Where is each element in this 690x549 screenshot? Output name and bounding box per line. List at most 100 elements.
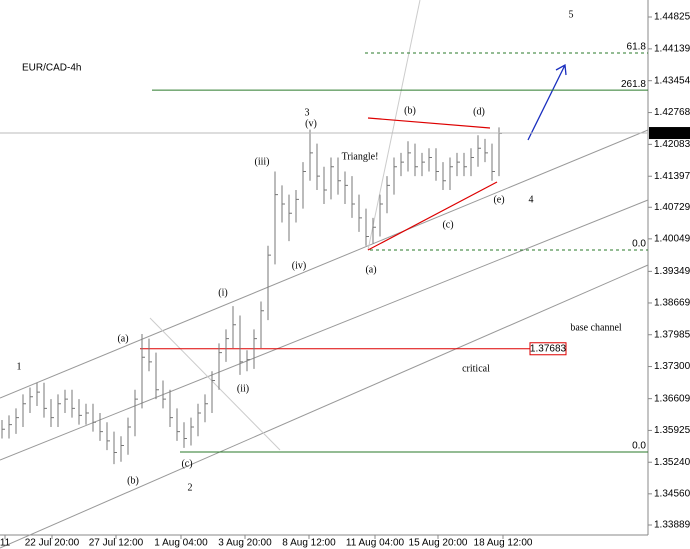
y-tick-label: 1.37985: [654, 329, 690, 340]
price-bar: [351, 176, 355, 218]
price-bar: [176, 408, 180, 441]
projection-arrow: [527, 63, 567, 141]
triangle-line: [367, 181, 498, 251]
wave-label: critical: [462, 363, 490, 374]
price-bar: [463, 152, 467, 177]
price-bar: [99, 413, 103, 441]
price-bar: [267, 245, 271, 321]
x-tick-label: 22 Jul 20:00: [25, 538, 80, 549]
critical-tag-label: 1.37683: [530, 343, 567, 354]
channels: [0, 0, 649, 549]
price-bar: [225, 329, 229, 362]
price-bar: [50, 399, 54, 427]
price-bar: [78, 399, 82, 425]
price-bar: [477, 135, 481, 167]
price-bar: [211, 371, 215, 414]
fib-label: 0.0: [632, 239, 646, 250]
wave-label: 1: [17, 361, 22, 372]
price-bar: [449, 157, 453, 191]
price-bar: [470, 148, 474, 177]
price-bar: [148, 338, 152, 372]
price-bar: [169, 389, 173, 427]
x-tick-label: 11: [0, 538, 11, 549]
price-bar: [435, 148, 439, 181]
wave-label: Triangle!: [342, 151, 379, 162]
wave-label: (b): [404, 105, 416, 116]
price-bar: [106, 422, 110, 451]
price-bar: [309, 129, 313, 181]
y-tick-label: 1.40049: [654, 233, 690, 244]
wave-label: (e): [493, 194, 504, 205]
price-bar: [162, 380, 166, 409]
y-tick-label: 1.36609: [654, 393, 690, 404]
price-bar: [302, 162, 306, 209]
y-tick-label: 1.42083: [654, 139, 690, 150]
price-bar: [120, 436, 124, 462]
price-bar: [218, 343, 222, 390]
price-bar: [372, 217, 376, 244]
price-bar: [365, 208, 369, 246]
price-bar: [239, 315, 243, 375]
price-bar: [134, 389, 138, 437]
price-bar: [330, 157, 334, 200]
fib-label: 261.8: [621, 79, 646, 90]
price-bar: [232, 306, 236, 348]
wave-label: (iii): [255, 156, 270, 167]
price-bar: [386, 176, 390, 214]
x-tick-label: 15 Aug 20:00: [409, 538, 468, 549]
fib-label: 0.0: [632, 441, 646, 452]
price-bar: [36, 382, 40, 407]
wave-label: (c): [442, 219, 453, 230]
wave-label: base channel: [570, 322, 622, 333]
price-bar: [288, 194, 292, 242]
price-bar: [456, 152, 460, 177]
x-tick-label: 27 Jul 12:00: [89, 538, 144, 549]
y-tick-label: 1.38669: [654, 298, 690, 309]
price-bar: [253, 329, 257, 369]
wave-label: (c): [181, 458, 192, 469]
price-bar: [393, 157, 397, 195]
wave-label: 3: [305, 107, 310, 118]
triangle-line: [367, 117, 491, 129]
price-bar: [428, 148, 432, 172]
price-bar: [8, 415, 12, 439]
channel-line: [0, 129, 649, 399]
x-tick-label: 3 Aug 20:00: [218, 538, 272, 549]
y-tick-label: 1.34560: [654, 488, 690, 499]
wave-label: (a): [365, 264, 376, 275]
price-bar: [190, 417, 194, 446]
price-bar: [197, 403, 201, 437]
wave-label: (d): [473, 106, 485, 117]
guide-line: [367, 0, 421, 251]
price-bar: [421, 152, 425, 177]
wave-label: (ii): [237, 383, 249, 394]
chart-title: EUR/CAD-4h: [22, 63, 81, 74]
price-bar: [344, 171, 348, 204]
price-bar: [358, 194, 362, 232]
critical-tag: [529, 342, 567, 356]
x-tick-label: 8 Aug 12:00: [282, 538, 336, 549]
y-tick-label: 1.41397: [654, 171, 690, 182]
channel-line: [0, 264, 649, 549]
price-bar: [379, 194, 383, 237]
price-bar: [246, 350, 250, 372]
price-bar: [337, 157, 341, 195]
last-price-tag: [649, 127, 690, 140]
price-bar: [15, 408, 19, 434]
y-tick-label: 1.37300: [654, 361, 690, 372]
price-bar: [43, 382, 47, 418]
price-bar: [260, 301, 264, 348]
price-bar: [316, 143, 320, 191]
x-tick-label: 18 Aug 12:00: [474, 538, 533, 549]
price-bar: [113, 431, 117, 465]
price-bar: [414, 143, 418, 177]
price-bar: [295, 190, 299, 223]
x-tick-label: 11 Aug 04:00: [346, 538, 405, 549]
price-bar: [274, 171, 278, 265]
channel-line: [0, 199, 649, 461]
y-tick-label: 1.43454: [654, 75, 690, 86]
price-bar: [141, 334, 145, 409]
price-bar: [127, 417, 131, 455]
wave-label: 4: [529, 194, 534, 205]
wave-label: 2: [188, 482, 193, 493]
